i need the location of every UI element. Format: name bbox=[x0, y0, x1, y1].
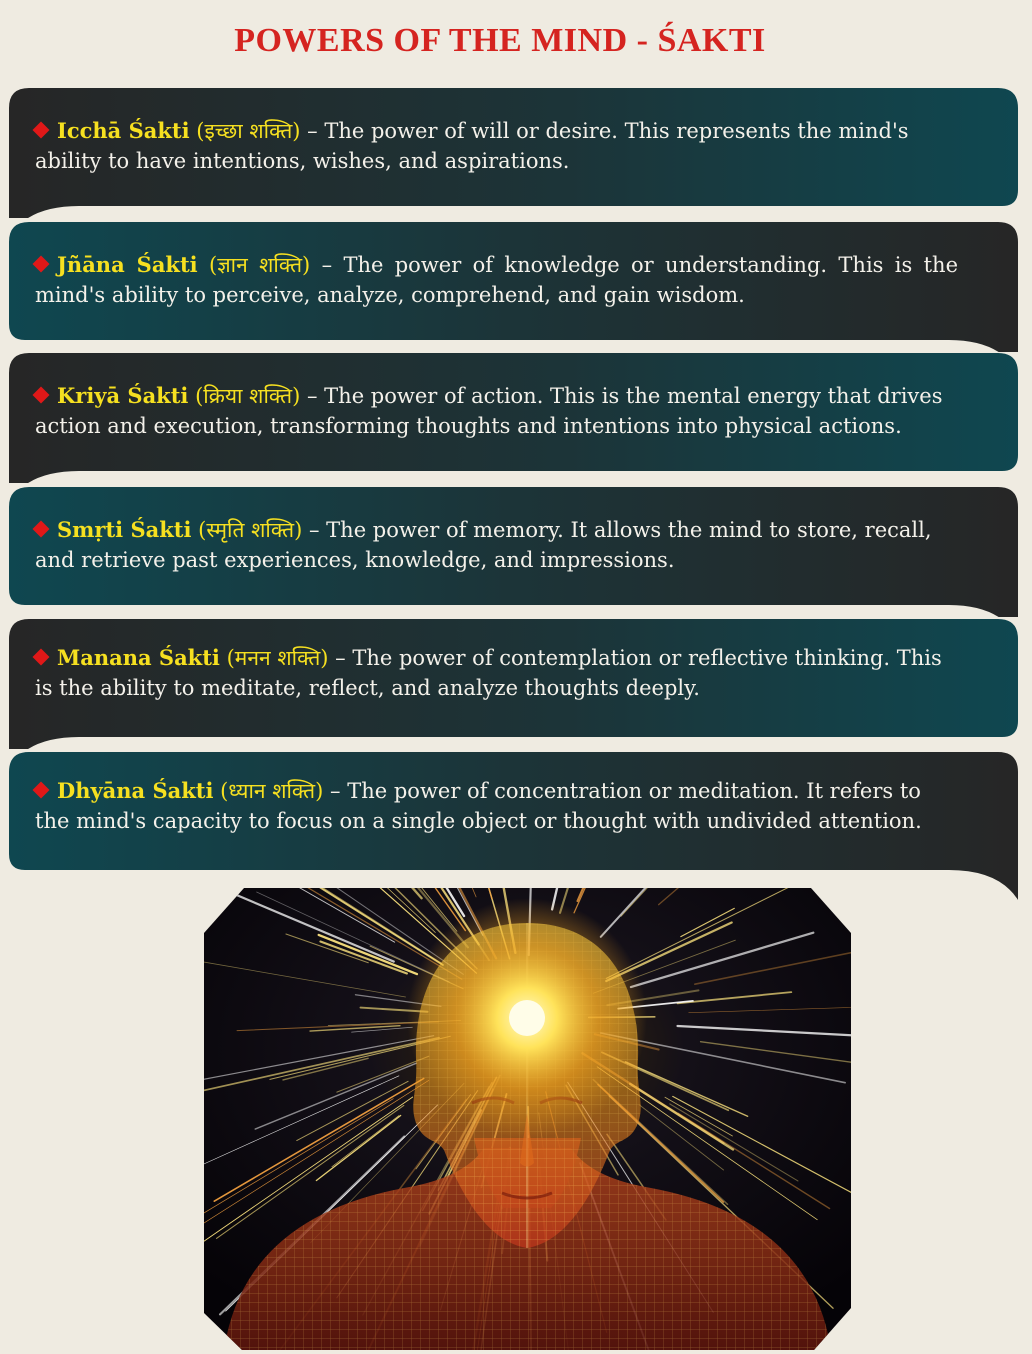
page-title: POWERS OF THE MIND - ŚAKTI bbox=[234, 22, 766, 59]
light-ray bbox=[677, 1112, 831, 1210]
shakti-sanskrit: (स्मृति शक्ति) bbox=[198, 518, 303, 542]
light-ray bbox=[317, 933, 419, 976]
shakti-banner-smrti: Smṛti Śakti (स्मृति शक्ति) – The power o… bbox=[9, 487, 1018, 617]
light-ray bbox=[254, 1062, 418, 1130]
shakti-entry: Kriyā Śakti (क्रिया शक्ति) – The power o… bbox=[32, 381, 958, 441]
banner-background bbox=[9, 88, 1018, 218]
shakti-banner-dhyana: Dhyāna Śakti (ध्यान शक्ति) – The power o… bbox=[9, 752, 1018, 900]
banner-background bbox=[9, 619, 1018, 749]
banner-background bbox=[9, 752, 1018, 900]
shakti-description: The power of will or desire. This repres… bbox=[35, 119, 909, 173]
light-ray bbox=[699, 1041, 851, 1069]
shakti-term: Dhyāna Śakti bbox=[57, 778, 214, 803]
light-ray bbox=[317, 888, 467, 932]
shakti-sanskrit: (ज्ञान शक्ति) bbox=[209, 253, 311, 277]
shakti-banner-iccha: Icchā Śakti (इच्छा शक्ति) – The power of… bbox=[9, 88, 1018, 218]
shakti-description: The power of knowledge or understanding.… bbox=[35, 253, 958, 307]
light-ray bbox=[268, 888, 458, 932]
light-ray bbox=[672, 1095, 851, 1198]
shakti-term: Smṛti Śakti bbox=[57, 517, 192, 542]
light-ray bbox=[331, 1115, 400, 1168]
light-ray bbox=[204, 1098, 394, 1233]
banner-background bbox=[9, 353, 1018, 483]
light-ray bbox=[204, 888, 395, 963]
light-ray bbox=[298, 888, 436, 933]
banner-background bbox=[9, 487, 1018, 617]
light-ray bbox=[213, 1077, 425, 1202]
light-ray bbox=[605, 888, 851, 979]
light-ray bbox=[336, 1055, 430, 1093]
light-ray bbox=[216, 1104, 405, 1239]
light-ray bbox=[256, 891, 450, 983]
light-ray bbox=[204, 959, 406, 998]
light-ray bbox=[204, 1080, 430, 1245]
light-ray bbox=[339, 888, 480, 946]
shakti-entry: Icchā Śakti (इच्छा शक्ति) – The power of… bbox=[32, 116, 958, 176]
light-ray bbox=[628, 1082, 735, 1151]
light-ray bbox=[204, 1075, 400, 1204]
shakti-sanskrit: (क्रिया शक्ति) bbox=[195, 384, 301, 408]
shakti-description: The power of contemplation or reflective… bbox=[35, 646, 942, 700]
shakti-entry: Jñāna Śakti (ज्ञान शक्ति) – The power of… bbox=[32, 250, 958, 310]
light-ray bbox=[599, 888, 710, 938]
shakti-term: Icchā Śakti bbox=[57, 118, 190, 143]
light-ray bbox=[680, 907, 735, 938]
shakti-banner-jnana: Jñāna Śakti (ज्ञान शक्ति) – The power of… bbox=[9, 222, 1018, 352]
shakti-description: The power of action. This is the mental … bbox=[35, 384, 943, 438]
light-ray bbox=[620, 888, 664, 917]
diamond-bullet-icon bbox=[32, 648, 50, 666]
shakti-term: Jñāna Śakti bbox=[57, 252, 198, 277]
light-ray bbox=[285, 933, 369, 964]
shakti-entry: Dhyāna Śakti (ध्यान शक्ति) – The power o… bbox=[32, 776, 958, 836]
light-ray bbox=[669, 1103, 799, 1182]
light-ray bbox=[282, 1057, 369, 1081]
light-ray bbox=[296, 1080, 409, 1142]
shakti-banner-kriya: Kriyā Śakti (क्रिया शक्ति) – The power o… bbox=[9, 353, 1018, 483]
light-ray bbox=[676, 1024, 851, 1037]
shakti-term: Manana Śakti bbox=[57, 645, 220, 670]
diamond-bullet-icon bbox=[32, 520, 50, 538]
shakti-sanskrit: (मनन शक्ति) bbox=[226, 646, 329, 670]
light-ray bbox=[319, 940, 408, 975]
banner-background bbox=[9, 222, 1018, 352]
light-ray bbox=[204, 1096, 414, 1261]
glowing-head-illustration bbox=[204, 888, 851, 1350]
light-ray bbox=[688, 1004, 851, 1014]
light-ray bbox=[351, 1026, 413, 1033]
shakti-sanskrit: (इच्छा शक्ति) bbox=[196, 119, 301, 143]
light-ray bbox=[624, 1061, 749, 1117]
shakti-sanskrit: (ध्यान शक्ति) bbox=[220, 779, 324, 803]
light-ray bbox=[629, 931, 815, 989]
diamond-bullet-icon bbox=[32, 781, 50, 799]
shakti-banner-manana: Manana Śakti (मनन शक्ति) – The power of … bbox=[9, 619, 1018, 749]
light-ray bbox=[315, 1114, 402, 1182]
shakti-term: Kriyā Śakti bbox=[57, 383, 189, 408]
diamond-bullet-icon bbox=[32, 121, 50, 139]
light-ray bbox=[236, 1021, 439, 1032]
shakti-description: The power of concentration or meditation… bbox=[35, 779, 922, 833]
light-ray bbox=[664, 1096, 733, 1137]
shakti-entry: Smṛti Śakti (स्मृति शक्ति) – The power o… bbox=[32, 515, 958, 575]
light-ray bbox=[204, 1036, 440, 1097]
diamond-bullet-icon bbox=[32, 255, 50, 273]
light-ray bbox=[309, 1024, 401, 1032]
diamond-bullet-icon bbox=[32, 386, 50, 404]
light-ray bbox=[204, 1035, 435, 1094]
light-ray bbox=[694, 927, 851, 985]
mind-energy-image bbox=[204, 888, 851, 1350]
light-ray bbox=[639, 1104, 724, 1171]
light-ray bbox=[676, 991, 793, 1005]
shakti-entry: Manana Śakti (मनन शक्ति) – The power of … bbox=[32, 643, 958, 703]
shakti-description: The power of memory. It allows the mind … bbox=[35, 518, 932, 572]
light-ray bbox=[279, 888, 444, 966]
light-ray bbox=[204, 888, 396, 943]
